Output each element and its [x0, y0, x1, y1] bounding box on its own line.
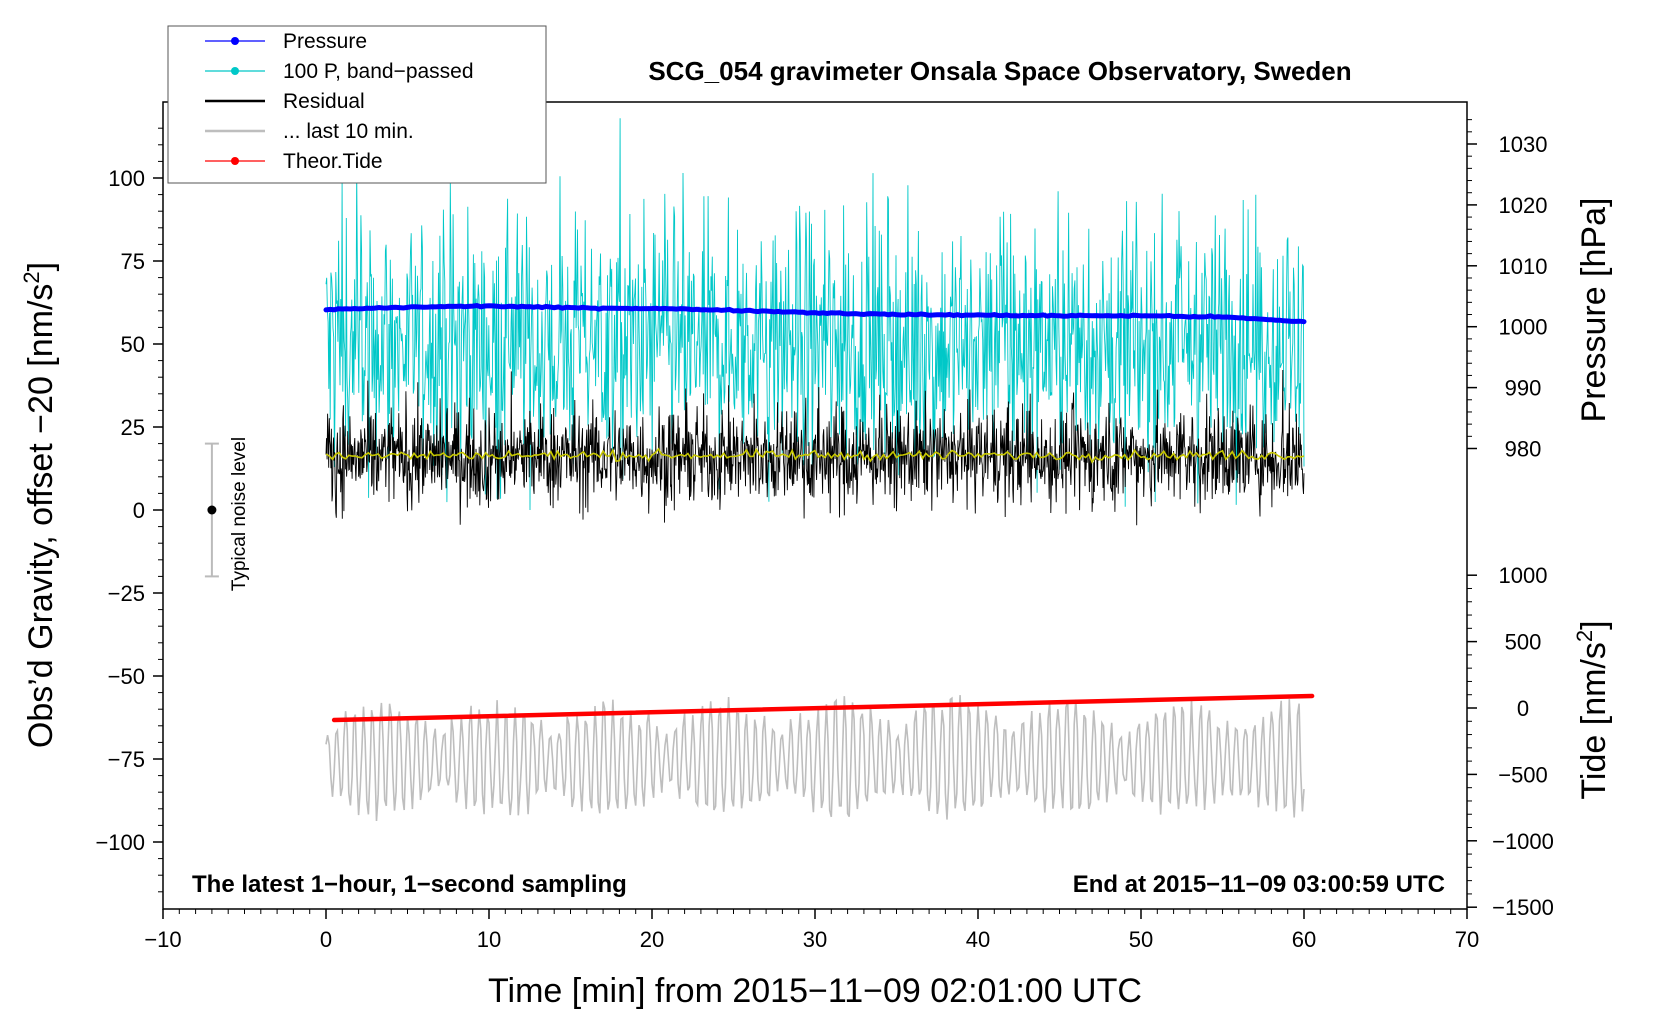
series-residual-smoothed	[325, 447, 1305, 464]
x-tick-label: 30	[803, 927, 827, 952]
legend-marker	[231, 157, 239, 165]
left-tick-label: −50	[108, 664, 145, 689]
pressure-tick-label: 990	[1505, 376, 1542, 401]
x-tick-label: 70	[1455, 927, 1479, 952]
annotation-sampling: The latest 1−hour, 1−second sampling	[192, 871, 627, 898]
tide-tick-label: 1000	[1499, 563, 1548, 588]
pressure-tick-label: 1000	[1499, 315, 1548, 340]
legend: Pressure 100 P, band−passed Residual ... la…	[167, 25, 547, 184]
left-tick-label: −25	[108, 581, 145, 606]
x-axis-label: Time [min] from 2015−11−09 02:01:00 UTC	[488, 972, 1142, 1010]
series-layer	[323, 118, 1315, 822]
noise-bar-dot	[207, 505, 217, 515]
x-tick-label: 60	[1292, 927, 1316, 952]
y-axis-label-pressure: Pressure [hPa]	[1575, 198, 1613, 423]
pressure-tick-label: 1030	[1499, 132, 1548, 157]
axis-layer: −10 0 10 20 30 40 50 60 701007550250−25−50−75−10…	[95, 119, 1554, 952]
pressure-tick-label: 1010	[1499, 254, 1548, 279]
tide-tick-label: 0	[1517, 696, 1529, 721]
legend-box	[167, 25, 547, 184]
noise-label: Typical noise level	[229, 437, 250, 591]
annotation-end-time: End at 2015−11−09 03:00:59 UTC	[1073, 871, 1445, 898]
legend-label: ... last 10 min.	[283, 120, 414, 143]
left-tick-label: 25	[121, 415, 145, 440]
series-theoretical-tide	[331, 693, 1315, 723]
tide-tick-label: 500	[1505, 630, 1542, 655]
left-tick-label: 0	[133, 498, 145, 523]
x-tick-label: 20	[640, 927, 664, 952]
series-bandpassed-pressure	[325, 118, 1305, 511]
left-tick-label: −75	[108, 747, 145, 772]
pressure-tick-label: 980	[1505, 437, 1542, 462]
series-last-10-min	[325, 695, 1305, 822]
noise-bar	[204, 442, 219, 578]
legend-label: Theor.Tide	[283, 150, 383, 173]
legend-marker	[231, 37, 239, 45]
legend-label: 100 P, band−passed	[283, 60, 474, 83]
pressure-tick-label: 1020	[1499, 193, 1548, 218]
legend-label: Pressure	[283, 30, 367, 53]
tide-tick-label: −500	[1498, 762, 1548, 787]
chart-title: SCG_054 gravimeter Onsala Space Observat…	[648, 56, 1351, 86]
left-tick-label: −100	[95, 830, 145, 855]
x-tick-label: 0	[320, 927, 332, 952]
series-residual	[325, 369, 1305, 526]
left-tick-label: 100	[108, 166, 145, 191]
x-tick-label: −10	[144, 927, 181, 952]
left-tick-label: 75	[121, 249, 145, 274]
left-tick-label: 50	[121, 332, 145, 357]
x-tick-label: 40	[966, 927, 990, 952]
legend-marker	[231, 67, 239, 75]
x-tick-label: 10	[477, 927, 501, 952]
tide-tick-label: −1500	[1492, 895, 1554, 920]
legend-label: Residual	[283, 90, 365, 113]
y-axis-label-left: Obs’d Gravity, offset −20 [nm/s2]	[19, 262, 60, 748]
series-pressure	[323, 302, 1307, 325]
tide-tick-label: −1000	[1492, 829, 1554, 854]
y-axis-label-tide: Tide [nm/s2]	[1572, 620, 1613, 799]
x-tick-label: 50	[1129, 927, 1153, 952]
